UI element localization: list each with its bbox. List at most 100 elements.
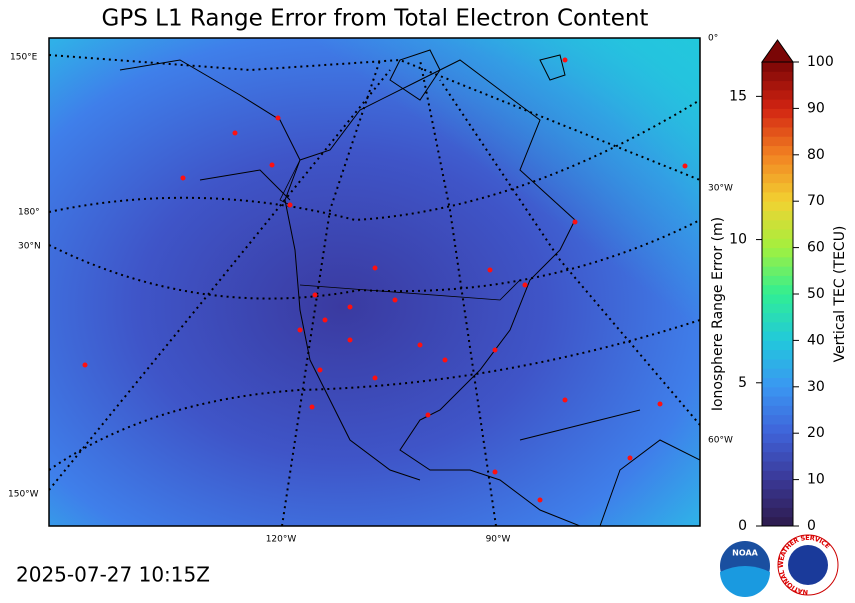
map-frame xyxy=(48,37,701,527)
right-tick-label: 20 xyxy=(807,425,825,441)
graticule-label: 180° xyxy=(18,208,40,218)
graticule-label: 0° xyxy=(708,34,718,44)
colorbar-band xyxy=(762,284,793,295)
colorbar-band xyxy=(762,340,793,351)
right-tick-label: 60 xyxy=(807,240,825,256)
right-tick-label: 70 xyxy=(807,193,825,209)
colorbar-band xyxy=(762,210,793,221)
right-tick-label: 30 xyxy=(807,379,825,395)
colorbar-band xyxy=(762,488,793,499)
nws-logo: NATIONAL WEATHER SERVICE xyxy=(777,534,839,596)
colorbar-extend xyxy=(761,39,794,63)
colorbar-band xyxy=(762,368,793,379)
graticule-labels: 150°E 180° 30°N 150°W 0° 30°W 60°W 120°W 90°W xyxy=(8,34,733,545)
noaa-logo: NOAA xyxy=(720,541,770,597)
colorbar-band xyxy=(762,71,793,82)
colorbar-band xyxy=(762,164,793,174)
timestamp: 2025-07-27 10:15Z xyxy=(16,563,210,587)
colorbar-band xyxy=(762,256,793,267)
right-tick-label: 50 xyxy=(807,286,825,302)
colorbar-band xyxy=(762,451,793,462)
colorbar-band xyxy=(762,386,793,397)
graticule xyxy=(49,219,700,300)
colorbar-band xyxy=(762,173,793,184)
right-tick-label: 80 xyxy=(807,147,825,163)
colorbar-band xyxy=(762,498,793,508)
right-tick-label: 90 xyxy=(807,100,825,116)
graticule-label: 150°W xyxy=(8,490,39,500)
colorbar-band xyxy=(762,99,793,109)
colorbar-band xyxy=(762,126,793,137)
colorbar-right-label: Vertical TEC (TECU) xyxy=(832,226,848,363)
colorbar-band xyxy=(762,377,793,388)
colorbar-band xyxy=(762,507,793,518)
left-tick-label: 0 xyxy=(738,518,747,534)
graticule xyxy=(49,99,700,222)
graticule-label: 90°W xyxy=(486,535,511,545)
border xyxy=(279,159,521,301)
colorbar-band xyxy=(762,266,793,276)
graticule xyxy=(49,54,700,181)
colorbar-band xyxy=(762,414,793,425)
colorbar-band xyxy=(762,312,793,323)
colorbar-band xyxy=(762,219,793,230)
graticule-label: 120°W xyxy=(266,535,297,545)
colorbar-band xyxy=(762,331,793,341)
colorbar-band xyxy=(762,247,793,258)
left-tick-label: 5 xyxy=(738,375,747,391)
colorbar-band xyxy=(762,182,793,193)
right-tick-label: 40 xyxy=(807,332,825,348)
colorbar-band xyxy=(762,108,793,119)
graticule-label: 30°N xyxy=(18,242,41,252)
right-tick-label: 10 xyxy=(807,472,825,488)
colorbar-band xyxy=(762,201,793,211)
tec-field-high xyxy=(49,38,700,526)
title: GPS L1 Range Error from Total Electron C… xyxy=(102,6,649,32)
map xyxy=(49,38,700,526)
colorbar-band xyxy=(762,405,793,416)
colorbar-band xyxy=(762,442,793,453)
colorbar-band xyxy=(762,154,793,165)
colorbar-left-label: Ionosphere Range Error (m) xyxy=(710,217,726,411)
colorbar-band xyxy=(762,145,793,156)
colorbar-band xyxy=(762,89,793,100)
nws-circle xyxy=(788,545,828,585)
graticule xyxy=(419,59,497,526)
graticule-label: 60°W xyxy=(708,436,733,446)
coastline xyxy=(389,49,700,526)
colorbar-band xyxy=(762,80,793,91)
colorbar-band xyxy=(762,461,793,471)
right-tick-label: 100 xyxy=(807,54,834,70)
colorbar-band xyxy=(762,423,793,434)
colorbar-band xyxy=(762,117,793,128)
colorbar: 0 10 20 30 40 50 60 70 80 90 100 0 5 10 15 xyxy=(729,39,834,534)
colorbar-band xyxy=(762,396,793,406)
colorbar-band xyxy=(762,516,793,527)
right-tick-label: 0 xyxy=(807,518,816,534)
colorbar-band xyxy=(762,349,793,360)
colorbar-band xyxy=(762,321,793,332)
graticule-label: 150°E xyxy=(10,53,38,63)
graticule-label: 30°W xyxy=(708,184,733,194)
colorbar-band xyxy=(762,191,793,202)
colorbar-band xyxy=(762,479,793,490)
colorbar-band xyxy=(762,303,793,314)
left-tick-label: 15 xyxy=(729,88,747,104)
stations xyxy=(82,57,688,503)
noaa-wave xyxy=(720,566,770,597)
graticule xyxy=(281,59,381,526)
noaa-text: NOAA xyxy=(732,549,758,558)
colorbar-band xyxy=(762,433,793,443)
colorbar-band xyxy=(762,62,793,72)
colorbar-band xyxy=(762,136,793,147)
colorbar-band xyxy=(762,229,793,239)
colorbar-band xyxy=(762,470,793,481)
colorbar-band xyxy=(762,294,793,304)
colorbar-band xyxy=(762,238,793,249)
graticule xyxy=(439,79,700,426)
colorbar-band xyxy=(762,275,793,286)
graticule xyxy=(49,69,391,491)
colorbar-band xyxy=(762,358,793,369)
left-tick-label: 10 xyxy=(729,232,747,248)
